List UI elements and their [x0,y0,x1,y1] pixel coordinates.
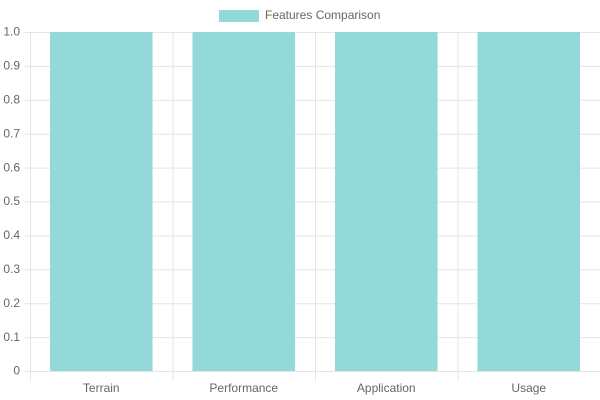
x-tick-label: Terrain [83,381,120,395]
y-tick-label: 0.1 [3,330,20,344]
y-tick-label: 0.9 [3,59,20,73]
bar [334,32,438,371]
y-tick-label: 0.4 [3,228,20,242]
x-tick-label: Application [357,381,416,395]
y-tick-label: 0.8 [3,92,20,106]
y-tick-label: 0 [13,364,20,378]
y-tick-label: 1.0 [3,25,20,39]
y-tick-label: 0.3 [3,262,20,276]
x-tick-label: Performance [209,381,278,395]
legend-label: Features Comparison [265,8,380,22]
bar [477,32,581,371]
legend-swatch [219,10,259,22]
y-tick-label: 0.2 [3,296,20,310]
bar [49,32,153,371]
y-tick-label: 0.5 [3,194,20,208]
y-tick-label: 0.7 [3,126,20,140]
x-tick-label: Usage [511,381,546,395]
y-tick-label: 0.6 [3,160,20,174]
bar [192,32,296,371]
